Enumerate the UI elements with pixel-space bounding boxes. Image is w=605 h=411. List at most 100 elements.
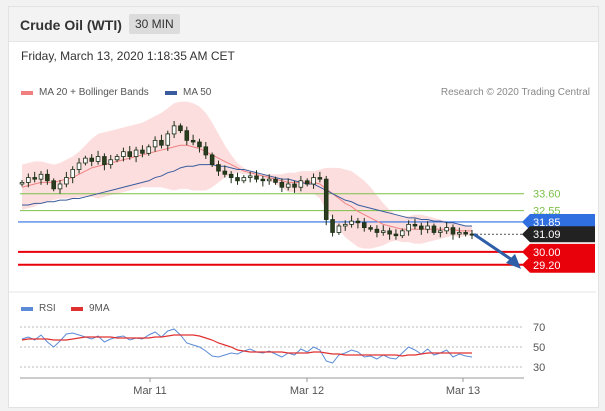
candle-body xyxy=(241,177,247,182)
bollinger-band-area xyxy=(22,101,472,249)
legend-swatch-ma20 xyxy=(21,90,33,95)
candle-body xyxy=(121,151,126,157)
x-tick-label: Mar 12 xyxy=(290,385,324,397)
candle-body xyxy=(285,183,291,188)
candle-body xyxy=(380,230,386,233)
candle-body xyxy=(228,173,234,178)
candle-body xyxy=(64,177,69,185)
candle-body xyxy=(89,157,94,162)
forecast-arrow-shaft xyxy=(473,232,513,262)
candle-body xyxy=(146,146,152,154)
level-label-4: 30.00 xyxy=(533,247,561,259)
current-price-label: 31.09 xyxy=(533,229,561,241)
candle-body xyxy=(444,227,449,232)
candle-body xyxy=(450,227,456,235)
candle-body xyxy=(279,181,285,188)
candle-body xyxy=(57,183,63,190)
candle-body xyxy=(330,219,335,233)
rsi-9ma-line xyxy=(21,334,472,357)
legend-ma50: MA 50 xyxy=(165,87,211,98)
candle-body xyxy=(133,149,139,157)
legend-label-9ma: 9MA xyxy=(89,303,110,314)
candle-body xyxy=(190,139,196,143)
candle-body xyxy=(127,151,133,157)
legend-rsi: RSI xyxy=(21,303,56,314)
candle-body xyxy=(216,164,221,172)
candle-body xyxy=(76,162,82,170)
x-tick-label: Mar 11 xyxy=(133,385,166,397)
candle-body xyxy=(108,159,114,166)
level-badge-4 xyxy=(522,243,595,260)
rsi-tick-label: 70 xyxy=(533,322,545,334)
candle-body xyxy=(159,139,164,146)
legend-label-rsi: RSI xyxy=(39,303,56,314)
candle-body xyxy=(457,232,462,235)
candle-body xyxy=(247,175,253,178)
ma50-line xyxy=(22,164,472,227)
current-price-badge xyxy=(522,226,595,243)
legend-label-ma50: MA 50 xyxy=(183,87,212,98)
candle-body xyxy=(311,177,316,185)
candle-body xyxy=(419,225,424,230)
rsi-line xyxy=(21,328,473,364)
instrument-title: Crude Oil (WTI) xyxy=(20,17,122,33)
candle-body xyxy=(400,230,405,237)
candle-body xyxy=(349,220,354,225)
datetime-label: Friday, March 13, 2020 1:18:35 AM CET xyxy=(21,49,235,63)
candle-body xyxy=(203,146,209,156)
candle-body xyxy=(273,178,278,183)
candle-body xyxy=(425,225,430,230)
candle-body xyxy=(114,156,120,161)
candle-body xyxy=(178,125,183,132)
candle-body xyxy=(387,230,392,235)
candle-body xyxy=(304,180,310,185)
candle-body xyxy=(298,180,304,188)
ma20-line xyxy=(21,144,472,232)
candle-body xyxy=(171,125,177,135)
level-label-0: 33.60 xyxy=(533,189,561,201)
candle-body xyxy=(140,149,145,154)
legend-9ma: 9MA xyxy=(71,303,110,314)
candle-body xyxy=(165,133,171,146)
candle-body xyxy=(323,178,329,220)
candle-body xyxy=(438,230,443,233)
candle-body xyxy=(70,169,75,178)
candle-body xyxy=(45,173,50,182)
candle-body xyxy=(209,154,215,166)
candle-body xyxy=(317,177,323,180)
candle-body xyxy=(266,178,272,182)
candle-body xyxy=(152,139,158,148)
candle-body xyxy=(469,233,475,236)
candle-body xyxy=(406,223,411,232)
rsi-tick-label: 50 xyxy=(533,342,545,354)
candle-body xyxy=(26,177,31,183)
candle-body xyxy=(19,181,25,185)
chart-header: Crude Oil (WTI) 30 MIN xyxy=(9,7,598,42)
candle-body xyxy=(32,177,37,180)
candle-body xyxy=(254,175,259,180)
legend-swatch-9ma xyxy=(71,306,83,311)
legend-ma20: MA 20 + Bollinger Bands xyxy=(21,87,149,98)
candle-body xyxy=(222,170,228,175)
candle-body xyxy=(51,180,56,190)
candle-body xyxy=(412,223,418,227)
candle-body xyxy=(355,220,361,224)
candle-body xyxy=(235,177,240,182)
credit-text: Research © 2020 Trading Central xyxy=(440,87,590,98)
candle-body xyxy=(38,173,44,180)
legend-label-ma20: MA 20 + Bollinger Bands xyxy=(39,87,149,98)
candle-body xyxy=(336,225,342,233)
timeframe-badge[interactable]: 30 MIN xyxy=(129,14,180,34)
candle-body xyxy=(361,222,367,229)
level-label-5: 29.20 xyxy=(533,260,561,272)
candle-body xyxy=(260,178,266,182)
candle-body xyxy=(431,225,437,233)
candle-body xyxy=(83,157,88,164)
candle-body xyxy=(368,227,373,230)
candle-body xyxy=(463,232,468,235)
candle-body xyxy=(102,156,107,166)
candle-body xyxy=(374,228,380,233)
legend-swatch-rsi xyxy=(21,306,33,311)
level-badge-5 xyxy=(522,256,595,273)
